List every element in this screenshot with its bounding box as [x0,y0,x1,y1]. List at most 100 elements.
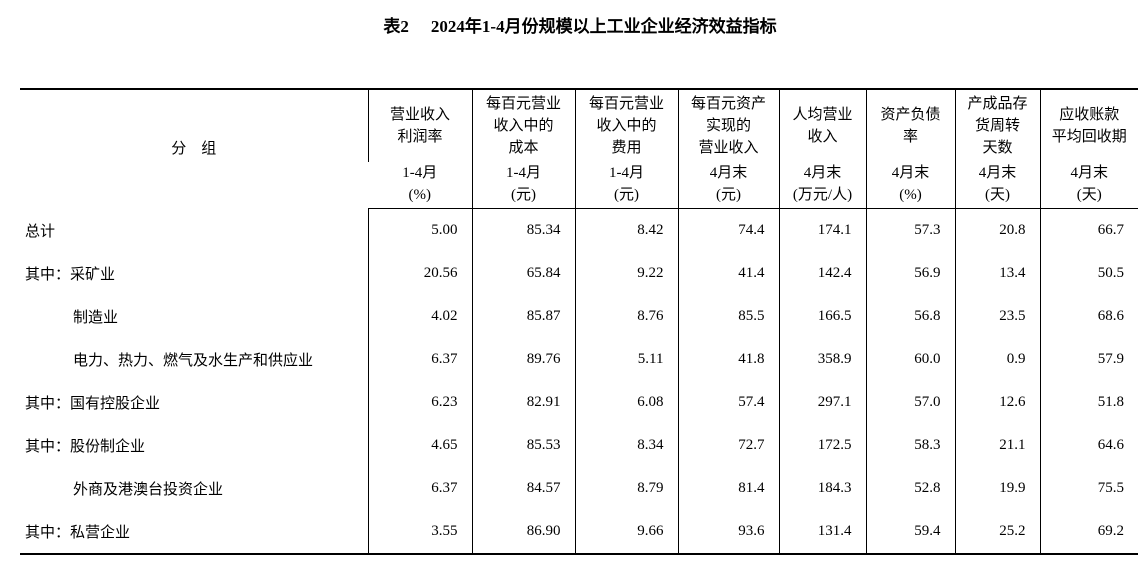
cell: 69.2 [1039,510,1138,554]
cell: 6.23 [367,381,472,424]
cell: 58.3 [865,424,955,467]
cell: 59.4 [865,510,955,554]
row-label: 总计 [25,223,56,240]
row-label: 其中：国有控股企业 [25,396,161,412]
cell: 41.8 [677,338,779,381]
cell: 50.5 [1039,252,1138,295]
header-line: 率 [902,129,918,145]
header-line: 人均营业 [792,107,853,123]
column-unit: 4月末 (元) [677,162,779,209]
cell: 57.3 [865,208,955,252]
unit-line: 4月末 [1070,165,1108,181]
cell: 358.9 [778,338,866,381]
cell: 6.08 [574,381,678,424]
column-header: 产成品存 货周转 天数 [954,89,1040,162]
cell: 172.5 [778,424,866,467]
cell: 57.0 [865,381,955,424]
header-line: 每百元营业 [588,96,664,112]
cell: 0.9 [954,338,1040,381]
cell: 5.11 [574,338,678,381]
unit-line: (%) [899,187,922,203]
column-unit: 4月末 (天) [954,162,1040,209]
cell: 51.8 [1039,381,1138,424]
header-line: 收入 [807,129,838,145]
cell: 12.6 [954,381,1040,424]
cell: 82.91 [471,381,575,424]
cell: 60.0 [865,338,955,381]
table: 分 组营业收入 利润率 每百元营业 收入中的 成本 每百元营业 收入中的 费用 每百元资产 实现的… [20,88,1138,555]
unit-line: (天) [1076,187,1102,203]
cell: 20.56 [367,252,472,295]
column-header: 应收账款 平均回收期 [1039,89,1138,162]
table-row: 其中：国有控股企业 6.23 82.91 6.08 57.4 297.1 57.0 12.6 5… [20,381,1138,424]
cell: 85.53 [471,424,575,467]
cell: 68.6 [1039,295,1138,338]
cell: 25.2 [954,510,1040,554]
header-line: 成本 [508,140,539,156]
unit-line: 4月末 [978,165,1017,181]
unit-line: (元) [511,187,536,203]
cell: 8.79 [574,467,678,510]
cell: 9.66 [574,510,678,554]
header-line: 费用 [611,140,642,156]
cell: 174.1 [778,208,866,252]
row-label: 其中：股份制企业 [25,439,146,455]
row-label: 制造业 [73,310,119,326]
header-line: 每百元营业 [485,96,561,112]
table-row: 其中：采矿业 20.56 65.84 9.22 41.4 142.4 56.9 13.4 50.… [20,252,1138,295]
row-label: 其中：私营企业 [25,525,131,541]
cell: 85.34 [471,208,575,252]
cell: 297.1 [778,381,866,424]
column-header: 每百元营业收入中的成本 [471,89,575,162]
header-line: 营业收入 [698,140,759,156]
header-line: 资产负债 [880,107,941,123]
column-unit: 4月末 (%) [865,162,955,209]
cell: 166.5 [778,295,866,338]
cell: 81.4 [677,467,779,510]
table-row: 制造业 4.02 85.87 8.76 85.5 166.5 56.8 23.5 68.6 [20,295,1138,338]
header-line: 利润率 [397,129,443,145]
column-unit: 4月末 (天) [1039,162,1138,209]
header-line: 收入中的 [493,118,554,134]
unit-line: (%) [408,187,432,203]
column-header: 营业收入 利润率 [367,89,472,162]
unit-line: 4月末 [891,165,930,181]
cell: 8.42 [574,208,678,252]
cell: 8.76 [574,295,678,338]
cell: 19.9 [954,467,1040,510]
cell: 4.65 [367,424,472,467]
header-line: 收入中的 [596,118,657,134]
cell: 56.8 [865,295,955,338]
row-label: 外商及港澳台投资企业 [73,482,224,498]
table-row: 电力、热力、燃气及水生产和供应业 6.37 89.76 5.11 41.8 358.9 60… [20,338,1138,381]
cell: 52.8 [865,467,955,510]
cell: 72.7 [677,424,779,467]
cell: 8.34 [574,424,678,467]
cell: 142.4 [778,252,866,295]
unit-line: 1-4月 [402,165,438,181]
header-line: 平均回收期 [1051,129,1127,145]
column-header: 人均营业 收入 [778,89,866,162]
unit-line: 1-4月 [609,165,644,181]
cell: 184.3 [778,467,866,510]
cell: 85.87 [471,295,575,338]
cell: 131.4 [778,510,866,554]
column-unit: 1-4月 (%) [368,162,472,209]
header-line: 实现的 [705,118,751,134]
row-label: 电力、热力、燃气及水生产和供应业 [73,353,314,369]
cell: 74.4 [677,208,779,252]
cell: 64.6 [1039,424,1138,467]
cell: 6.37 [367,467,472,510]
cell: 89.76 [471,338,575,381]
unit-line: (元) [716,187,741,203]
unit-line: 4月末 [709,165,748,181]
cell: 86.90 [471,510,575,554]
unit-line: (元) [614,187,639,203]
table-row: 总计 5.00 85.34 8.42 74.4 174.1 57.3 20.8 66.7 [20,208,1138,252]
header-line: 货周转 [974,118,1020,134]
column-header: 每百元营业收入中的费用 [574,89,678,162]
cell: 6.37 [367,338,472,381]
column-header: 资产负债率 [865,89,955,162]
cell: 75.5 [1039,467,1138,510]
